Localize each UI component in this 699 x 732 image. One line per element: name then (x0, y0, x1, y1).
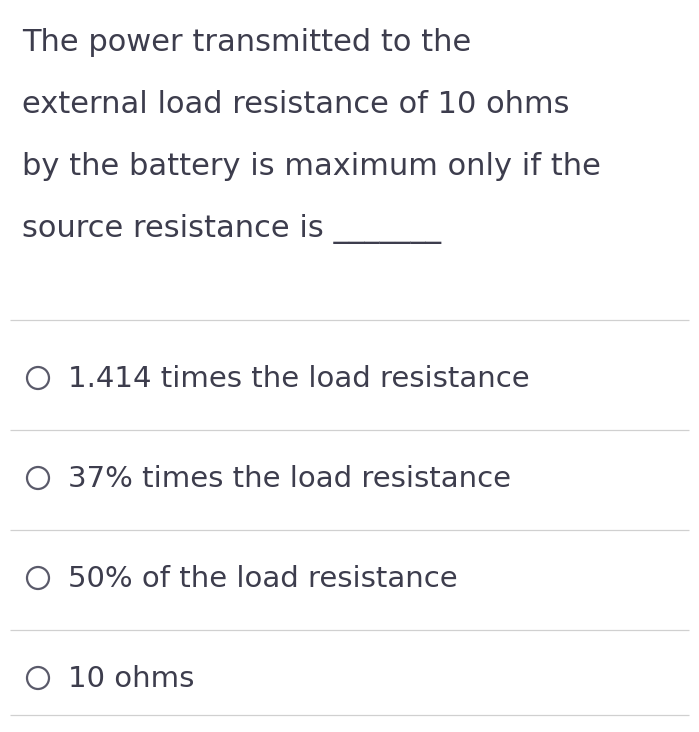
Text: 37% times the load resistance: 37% times the load resistance (68, 465, 511, 493)
Text: 1.414 times the load resistance: 1.414 times the load resistance (68, 365, 530, 393)
Text: external load resistance of 10 ohms: external load resistance of 10 ohms (22, 90, 570, 119)
Text: 50% of the load resistance: 50% of the load resistance (68, 565, 458, 593)
Text: The power transmitted to the: The power transmitted to the (22, 28, 471, 57)
Text: source resistance is _______: source resistance is _______ (22, 214, 441, 244)
Text: by the battery is maximum only if the: by the battery is maximum only if the (22, 152, 601, 181)
Text: 10 ohms: 10 ohms (68, 665, 194, 693)
